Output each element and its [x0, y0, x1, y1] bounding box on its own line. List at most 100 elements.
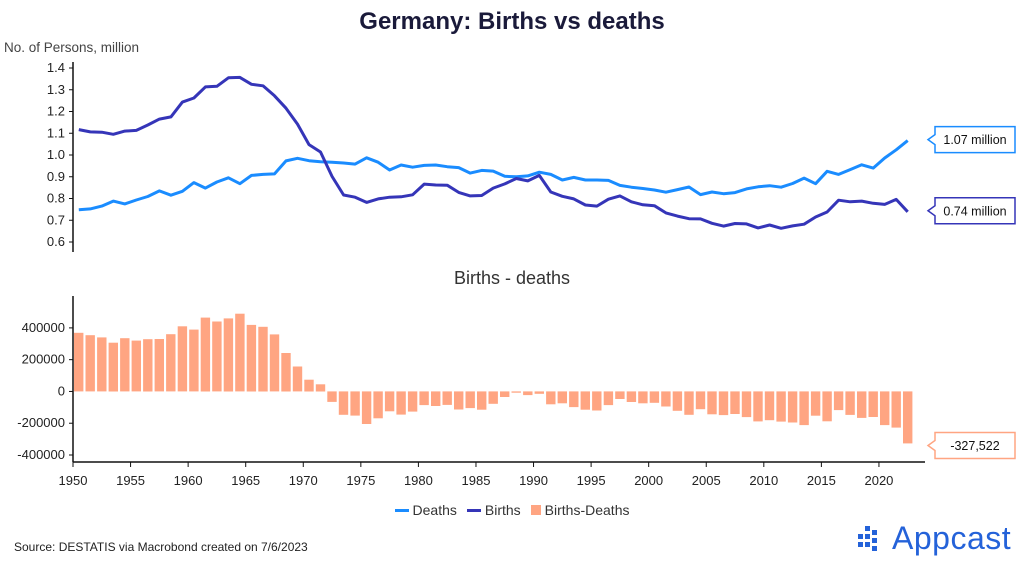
bar-births-deaths	[891, 391, 901, 428]
bar-births-deaths	[500, 391, 510, 397]
bar-births-deaths	[304, 379, 314, 392]
bottom-chart-title: Births - deaths	[453, 268, 571, 288]
bar-births-deaths	[638, 391, 648, 404]
bar-births-deaths	[131, 340, 141, 392]
bar-births-deaths	[97, 337, 107, 392]
bar-births-deaths	[695, 391, 706, 410]
bar-births-deaths	[292, 366, 303, 392]
x-tick-label: 2020	[864, 473, 893, 488]
bar-births-deaths	[361, 391, 372, 424]
top-y-tick-label: 1.3	[47, 82, 65, 97]
legend-item-deaths[interactable]: Deaths	[394, 502, 457, 518]
bar-births-deaths	[407, 391, 418, 412]
births-callout-label: 0.74 million	[943, 204, 1006, 218]
bar-births-deaths	[880, 391, 890, 426]
bar-births-deaths	[523, 391, 533, 396]
bar-births-deaths	[120, 338, 130, 392]
bar-births-deaths	[338, 391, 349, 415]
bar-births-deaths	[373, 391, 383, 419]
x-tick-label: 1965	[231, 473, 260, 488]
bar-births-deaths	[592, 391, 602, 411]
legend: Deaths Births Births-Deaths	[0, 502, 1024, 518]
top-y-tick-label: 0.8	[47, 191, 65, 206]
bottom-y-tick-label: -200000	[17, 415, 65, 430]
bar-births-deaths	[74, 332, 84, 392]
bar-births-deaths	[166, 334, 176, 392]
bar-births-deaths	[384, 391, 395, 412]
x-tick-label: 1955	[116, 473, 145, 488]
legend-label-births-deaths: Births-Deaths	[544, 502, 630, 518]
bar-births-deaths	[626, 391, 637, 402]
bar-births-deaths	[649, 391, 660, 403]
bar-births-deaths	[235, 313, 245, 392]
bar-births-deaths	[108, 342, 118, 392]
bar-births-deaths	[833, 391, 844, 411]
bar-births-deaths	[615, 391, 625, 399]
bar-births-deaths	[753, 391, 763, 422]
bar-births-deaths	[684, 391, 694, 415]
bar-births-deaths	[315, 384, 326, 392]
legend-swatch-births	[466, 508, 481, 512]
x-tick-label: 1985	[462, 473, 491, 488]
legend-swatch-deaths	[394, 508, 409, 512]
bottom-y-tick-label: 0	[58, 383, 65, 398]
legend-label-births: Births	[484, 502, 521, 518]
bar-births-deaths	[477, 391, 487, 410]
diff-callout-label: -327,522	[950, 439, 999, 453]
bottom-y-tick-label: -400000	[17, 447, 65, 462]
bar-births-deaths	[442, 391, 452, 405]
bar-births-deaths	[200, 317, 211, 392]
bar-births-deaths	[281, 353, 291, 392]
bar-births-deaths	[511, 391, 521, 393]
bar-births-deaths	[223, 318, 234, 392]
top-y-tick-label: 1.1	[47, 125, 65, 140]
x-tick-label: 1960	[174, 473, 203, 488]
bar-births-deaths	[603, 391, 614, 406]
bar-births-deaths	[857, 391, 867, 418]
top-y-tick-label: 0.6	[47, 234, 65, 249]
x-tick-label: 1990	[519, 473, 548, 488]
bar-births-deaths	[787, 391, 798, 423]
deaths-callout-box	[926, 125, 1016, 154]
bar-births-deaths	[246, 324, 257, 392]
bar-births-deaths	[764, 391, 775, 421]
source-note: Source: DESTATIS via Macrobond created o…	[14, 540, 308, 554]
bar-births-deaths	[580, 391, 590, 410]
value-callouts: 1.07 million 0.74 million -327,522	[926, 125, 1016, 460]
bar-births-deaths	[822, 391, 832, 422]
bottom-bar-chart: -400000 -200000 0 200000 400000 1950 1955 1960 1…	[17, 296, 925, 488]
bar-births-deaths	[557, 391, 567, 404]
bar-births-deaths	[845, 391, 855, 415]
bar-births-deaths	[212, 321, 222, 392]
bar-births-deaths	[177, 326, 188, 392]
top-y-tick-label: 1.2	[47, 104, 65, 119]
bar-births-deaths	[419, 391, 429, 406]
bar-births-deaths	[661, 391, 671, 407]
bar-births-deaths	[718, 391, 729, 416]
bar-births-deaths	[85, 335, 95, 392]
bar-births-deaths	[741, 391, 752, 418]
bar-births-deaths	[189, 329, 199, 392]
appcast-logo[interactable]: Appcast	[856, 520, 1011, 557]
bar-births-deaths	[431, 391, 441, 406]
births-callout-box	[926, 197, 1016, 225]
bar-births-deaths	[258, 326, 268, 392]
bar-births-deaths	[396, 391, 406, 415]
bar-births-deaths	[154, 339, 164, 392]
bar-births-deaths	[269, 334, 280, 392]
legend-item-births[interactable]: Births	[466, 502, 521, 518]
top-y-tick-label: 1.4	[47, 60, 65, 75]
x-tick-label: 1975	[346, 473, 375, 488]
bar-births-deaths	[488, 391, 498, 404]
bar-births-deaths	[730, 391, 740, 414]
top-y-tick-label: 1.0	[47, 147, 65, 162]
top-y-tick-label: 0.7	[47, 212, 65, 227]
legend-item-births-deaths[interactable]: Births-Deaths	[530, 502, 630, 518]
x-tick-label: 2015	[807, 473, 836, 488]
x-tick-label: 2000	[634, 473, 663, 488]
top-line-chart: 0.6 0.7 0.8 0.9 1.0 1.1 1.2 1.3 1.4	[47, 60, 909, 252]
bar-births-deaths	[534, 391, 544, 394]
bar-births-deaths	[143, 339, 153, 392]
bottom-y-tick-label: 200000	[22, 352, 65, 367]
